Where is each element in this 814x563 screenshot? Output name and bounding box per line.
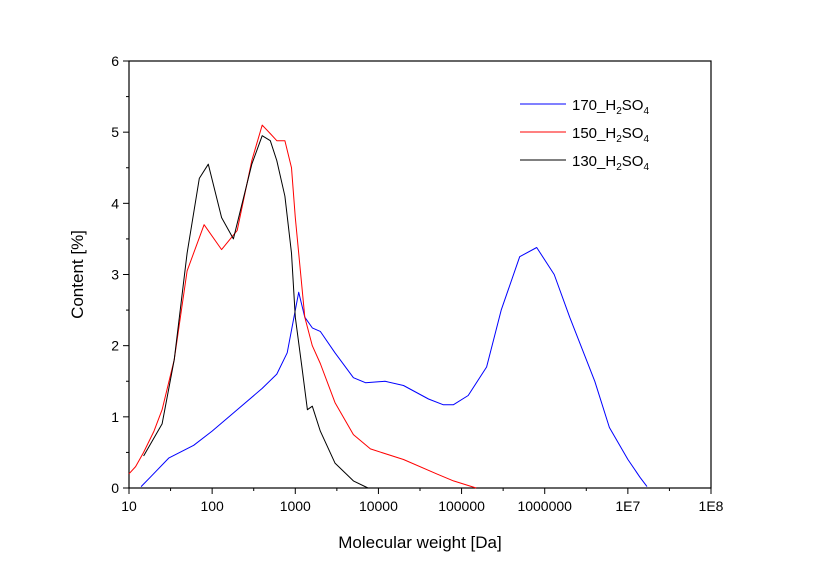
y-axis-title: Content [%]: [68, 230, 87, 319]
legend-entry: 150_H2SO4: [572, 125, 649, 145]
series-line-150-h2so4: [128, 124, 477, 489]
series-line-130-h2so4: [143, 135, 369, 489]
x-tick-label: 1000: [280, 498, 311, 514]
x-tick-label: 1E7: [615, 498, 640, 514]
legend-entry: 130_H2SO4: [572, 153, 649, 173]
legend: 170_H2SO4 150_H2SO4 130_H2SO4: [520, 97, 649, 173]
series-line-170-h2so4: [140, 247, 648, 487]
legend-entry: 170_H2SO4: [572, 97, 649, 117]
y-tick-label: 3: [111, 267, 119, 283]
x-axis: 10 100 1000 10000 100000 1000000 1E7 1E8: [121, 488, 724, 514]
series-layer: [128, 124, 648, 489]
y-tick-label: 1: [111, 409, 119, 425]
x-tick-label: 10: [121, 498, 137, 514]
x-tick-label: 1E8: [699, 498, 724, 514]
x-tick-label: 1000000: [517, 498, 572, 514]
y-tick-label: 2: [111, 338, 119, 354]
y-tick-label: 0: [111, 480, 119, 496]
x-tick-label: 100000: [438, 498, 485, 514]
y-tick-label: 5: [111, 124, 119, 140]
x-tick-label: 10000: [359, 498, 398, 514]
y-axis: 0 1 2 3 4 5 6: [111, 53, 129, 496]
y-tick-label: 6: [111, 53, 119, 69]
x-tick-label: 100: [200, 498, 224, 514]
x-axis-title: Molecular weight [Da]: [338, 533, 501, 552]
y-tick-label: 4: [111, 195, 119, 211]
